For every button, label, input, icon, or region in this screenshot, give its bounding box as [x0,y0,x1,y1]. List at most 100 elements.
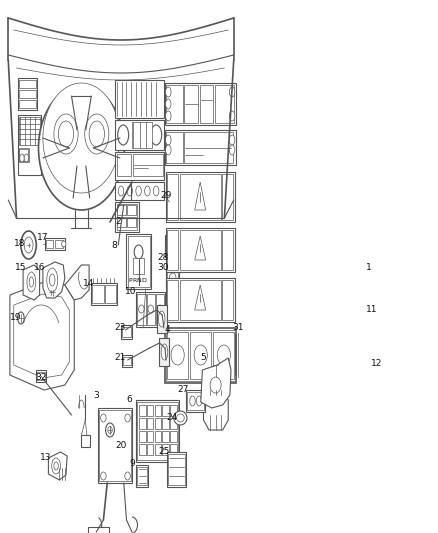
Polygon shape [204,390,228,430]
Ellipse shape [148,305,153,313]
Ellipse shape [54,114,78,154]
Bar [91,283,117,305]
Ellipse shape [170,273,176,283]
Ellipse shape [136,186,141,196]
Bar [213,332,234,379]
Bar [222,280,233,320]
Polygon shape [48,452,67,480]
Polygon shape [194,285,206,310]
Text: 13: 13 [40,454,51,463]
Text: 19: 19 [10,313,21,322]
Polygon shape [23,265,39,300]
Bar [19,149,28,161]
Ellipse shape [157,305,163,313]
Bar [168,454,185,485]
Bar [187,392,204,410]
Bar [37,372,45,380]
Bar [98,408,132,483]
Bar [170,195,178,213]
Text: 17: 17 [37,233,48,243]
Ellipse shape [54,462,58,470]
Text: 12: 12 [371,359,382,367]
Text: 30: 30 [157,263,169,272]
Polygon shape [194,182,206,210]
Bar [186,390,205,412]
Bar [36,370,46,382]
Ellipse shape [118,125,129,145]
Text: 8: 8 [112,240,117,249]
Bar [127,234,151,289]
Bar [155,418,161,429]
Bar [139,431,146,442]
Bar [162,405,169,416]
Text: D: D [141,278,146,282]
Bar [155,431,161,442]
Bar [184,132,233,163]
Text: 23: 23 [114,324,126,333]
Ellipse shape [47,268,58,292]
Bar [117,154,131,176]
Bar [166,172,235,222]
Ellipse shape [125,472,131,480]
Bar [170,418,177,429]
Bar [190,332,211,379]
Ellipse shape [171,345,184,365]
Ellipse shape [196,396,202,406]
Bar [19,90,36,98]
Text: 10: 10 [125,287,137,296]
Bar [116,120,164,150]
Bar [138,467,148,485]
Bar [46,240,53,248]
Ellipse shape [18,312,24,324]
Bar [117,205,126,215]
Ellipse shape [174,411,187,425]
Ellipse shape [108,426,112,433]
Bar [139,405,146,416]
Ellipse shape [62,241,66,247]
Ellipse shape [39,86,124,210]
Ellipse shape [21,231,36,259]
Ellipse shape [27,272,36,292]
Bar [19,80,36,88]
Bar [162,418,169,429]
Ellipse shape [151,125,162,145]
Ellipse shape [159,311,165,327]
Ellipse shape [166,135,171,145]
Bar [19,148,28,162]
Bar [180,230,221,270]
Bar [138,294,146,325]
Bar [132,122,152,148]
Bar [136,400,179,462]
Ellipse shape [210,377,221,393]
Bar [147,431,153,442]
Bar [222,174,233,220]
Ellipse shape [58,121,74,147]
Bar [147,294,155,325]
Bar [200,85,213,123]
Bar [133,154,163,176]
Text: R: R [133,278,137,282]
Bar [167,230,178,270]
Bar [180,174,221,220]
Bar [18,115,41,175]
Bar [127,236,150,287]
Ellipse shape [230,135,235,145]
Text: 29: 29 [160,190,172,199]
Text: 28: 28 [158,254,169,262]
Bar [136,292,165,327]
Bar [166,237,172,255]
Ellipse shape [127,186,133,196]
Bar [167,332,188,379]
Ellipse shape [101,414,106,422]
Ellipse shape [153,186,159,196]
Bar [165,328,237,383]
Polygon shape [194,236,206,260]
Bar [162,444,169,455]
Text: 1: 1 [366,263,371,272]
Bar [165,83,237,125]
Text: 14: 14 [83,279,94,287]
Bar [156,294,164,325]
Bar [117,204,138,230]
Ellipse shape [166,99,171,109]
Bar [162,431,169,442]
